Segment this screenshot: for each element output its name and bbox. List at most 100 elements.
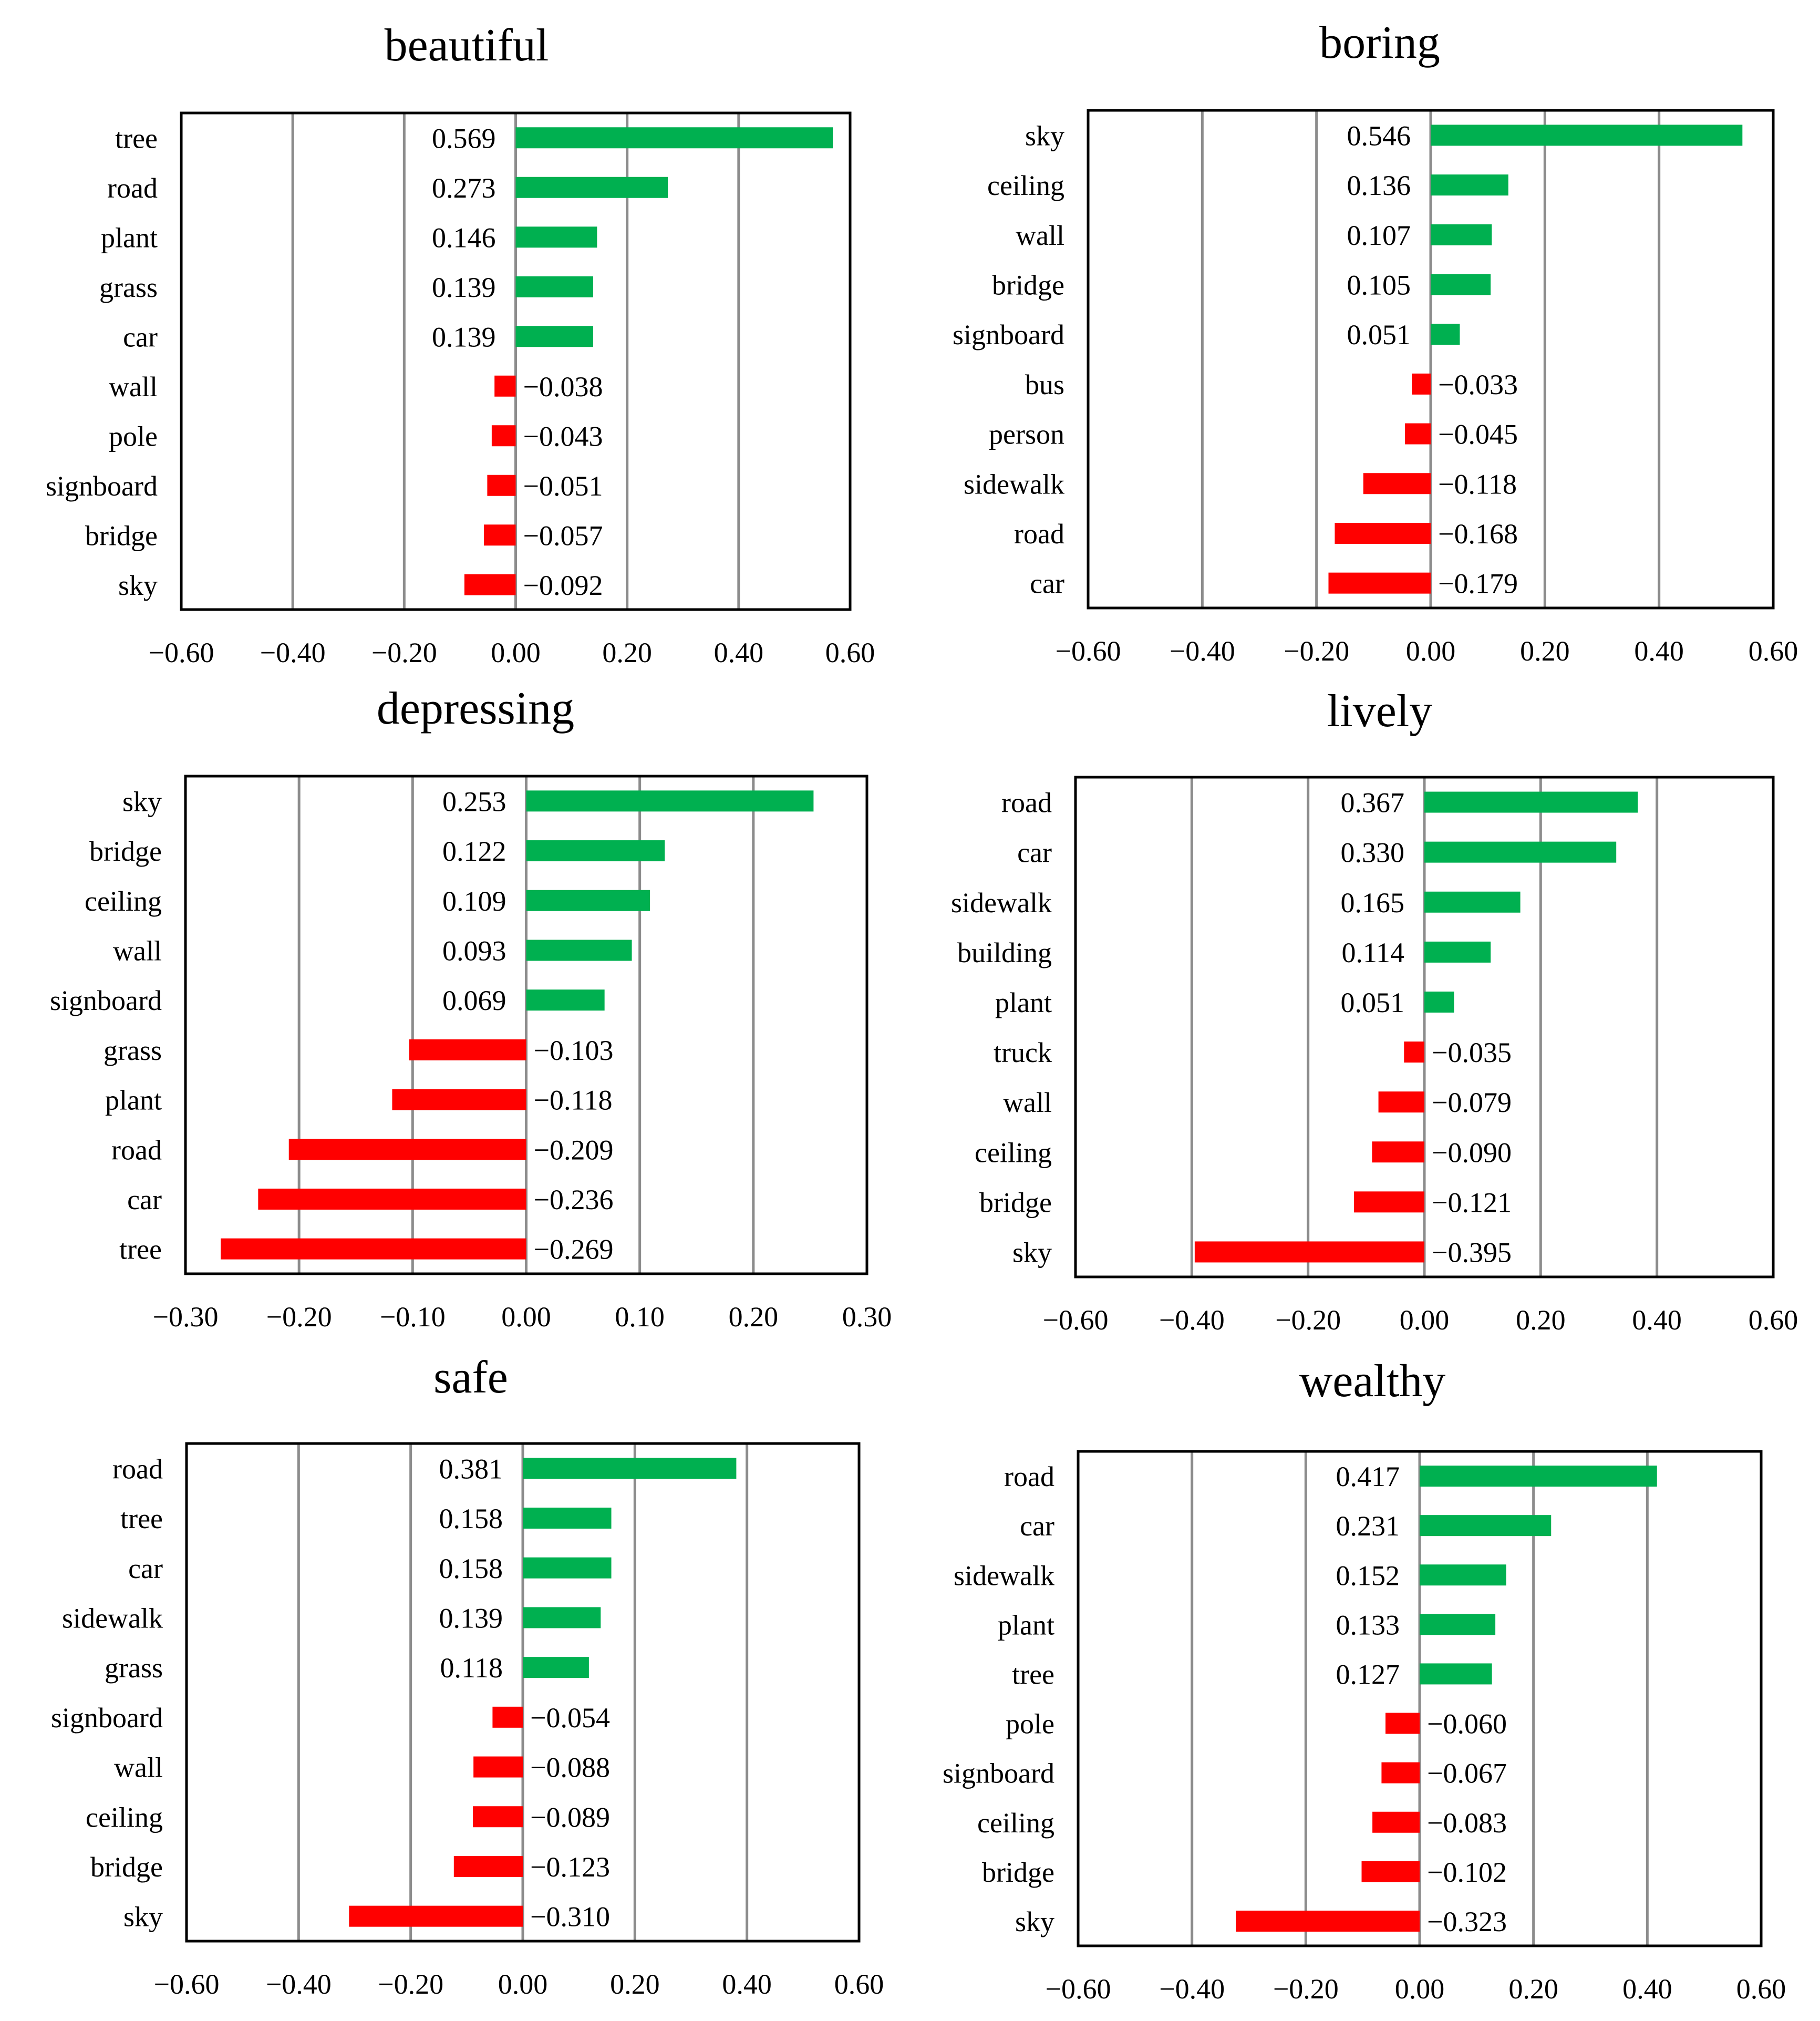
category-label: sky bbox=[1012, 1236, 1052, 1268]
chart-panel-depressing: depressing sky 0.253 bridge 0.122 ceiling 0.10… bbox=[50, 683, 892, 1333]
bar-wall bbox=[494, 375, 516, 397]
category-label: road bbox=[111, 1134, 162, 1166]
bar-sidewalk bbox=[1363, 473, 1431, 494]
plot-frame bbox=[184, 775, 868, 1275]
bar-pole bbox=[1385, 1713, 1420, 1734]
value-label: −0.067 bbox=[1427, 1758, 1507, 1789]
value-label: 0.158 bbox=[439, 1503, 503, 1534]
bar-car bbox=[258, 1188, 526, 1210]
bar-signboard bbox=[526, 989, 605, 1011]
chart-panel-safe: safe road 0.381 tree 0.158 car 0.158 sidewalk 0.… bbox=[51, 1352, 884, 2000]
x-tick-label: 0.00 bbox=[491, 637, 541, 668]
category-label: wall bbox=[114, 1752, 163, 1783]
x-tick-label: 0.60 bbox=[834, 1968, 884, 2000]
bar-car bbox=[515, 326, 593, 347]
value-label: 0.093 bbox=[442, 935, 506, 966]
x-tick-label: −0.60 bbox=[1056, 635, 1121, 667]
category-label: plant bbox=[105, 1085, 162, 1116]
value-label: −0.118 bbox=[1438, 468, 1517, 500]
bar-signboard bbox=[487, 475, 516, 496]
category-label: car bbox=[128, 1553, 163, 1584]
category-label: road bbox=[1014, 518, 1064, 550]
bar-road bbox=[1424, 791, 1638, 813]
bar-sky bbox=[1194, 1241, 1424, 1263]
x-tick-label: 0.30 bbox=[842, 1301, 892, 1333]
x-tick-label: −0.10 bbox=[380, 1301, 446, 1333]
bar-tree bbox=[1420, 1663, 1492, 1685]
value-label: −0.045 bbox=[1438, 419, 1518, 450]
bar-signboard bbox=[1381, 1762, 1420, 1783]
bar-car bbox=[1420, 1515, 1552, 1537]
bar-bridge bbox=[1361, 1861, 1420, 1882]
value-label: −0.121 bbox=[1432, 1187, 1512, 1218]
x-tick-label: −0.20 bbox=[1284, 635, 1349, 667]
x-tick-label: 0.20 bbox=[1516, 1304, 1566, 1336]
category-label: car bbox=[1030, 568, 1064, 600]
bar-sidewalk bbox=[523, 1607, 601, 1628]
category-label: pole bbox=[109, 420, 158, 452]
bar-building bbox=[1424, 941, 1491, 963]
value-label: −0.038 bbox=[523, 371, 603, 403]
bar-plant bbox=[392, 1089, 526, 1110]
value-label: 0.122 bbox=[442, 836, 506, 867]
x-tick-label: −0.40 bbox=[1159, 1973, 1225, 2005]
value-label: −0.060 bbox=[1427, 1708, 1507, 1740]
value-label: −0.092 bbox=[523, 570, 603, 601]
category-label: pole bbox=[1006, 1708, 1054, 1740]
value-label: 0.139 bbox=[432, 321, 496, 353]
x-tick-label: 0.20 bbox=[602, 637, 652, 668]
bar-wall bbox=[1431, 224, 1492, 245]
plot-frame bbox=[180, 111, 852, 611]
bar-sky bbox=[526, 790, 814, 812]
x-tick-label: −0.20 bbox=[1275, 1304, 1341, 1336]
bar-road bbox=[1420, 1466, 1657, 1487]
x-tick-label: 0.60 bbox=[1749, 635, 1798, 667]
category-label: plant bbox=[998, 1609, 1054, 1641]
value-label: 0.158 bbox=[439, 1553, 503, 1584]
value-label: −0.395 bbox=[1432, 1236, 1512, 1268]
category-label: sidewalk bbox=[62, 1602, 163, 1634]
bar-signboard bbox=[1431, 324, 1460, 345]
value-label: 0.051 bbox=[1341, 987, 1405, 1018]
x-tick-label: 0.20 bbox=[610, 1968, 660, 2000]
bar-road bbox=[515, 177, 668, 198]
value-label: −0.035 bbox=[1432, 1037, 1512, 1068]
bar-sidewalk bbox=[1424, 891, 1521, 913]
category-label: tree bbox=[1012, 1658, 1054, 1690]
value-label: −0.089 bbox=[530, 1801, 610, 1833]
value-label: −0.209 bbox=[534, 1134, 614, 1166]
chart-title: beautiful bbox=[385, 20, 549, 71]
category-label: bridge bbox=[979, 1187, 1052, 1218]
category-label: sidewalk bbox=[954, 1560, 1054, 1591]
bar-grass bbox=[523, 1657, 589, 1678]
value-label: −0.310 bbox=[530, 1901, 610, 1933]
value-label: 0.118 bbox=[440, 1652, 503, 1684]
value-label: 0.152 bbox=[1336, 1560, 1400, 1591]
category-label: road bbox=[1001, 787, 1052, 819]
x-tick-label: −0.60 bbox=[154, 1968, 220, 2000]
value-label: −0.043 bbox=[523, 420, 603, 452]
value-label: −0.033 bbox=[1438, 369, 1518, 400]
x-tick-label: 0.60 bbox=[825, 637, 875, 668]
category-label: tree bbox=[115, 122, 158, 154]
value-label: 0.165 bbox=[1341, 887, 1405, 919]
bar-bridge bbox=[453, 1855, 523, 1877]
category-label: plant bbox=[101, 222, 158, 253]
plot-frame bbox=[185, 1442, 861, 1943]
value-label: 0.546 bbox=[1347, 120, 1411, 151]
bar-bridge bbox=[484, 524, 516, 546]
x-tick-label: 0.60 bbox=[1736, 1973, 1786, 2005]
category-label: ceiling bbox=[977, 1807, 1054, 1839]
value-label: 0.273 bbox=[432, 172, 496, 204]
category-label: truck bbox=[994, 1037, 1052, 1068]
value-label: 0.417 bbox=[1336, 1461, 1400, 1492]
category-label: sidewalk bbox=[964, 468, 1064, 500]
bar-grass bbox=[409, 1039, 526, 1060]
bar-grass bbox=[515, 276, 593, 297]
category-label: signboard bbox=[50, 985, 162, 1016]
chart-panel-beautiful: beautiful tree 0.569 road 0.273 plant 0.146 gra… bbox=[46, 20, 875, 668]
value-label: 0.231 bbox=[1336, 1510, 1400, 1542]
category-label: grass bbox=[104, 1035, 162, 1066]
category-label: ceiling bbox=[85, 885, 162, 917]
bar-ceiling bbox=[1372, 1141, 1424, 1163]
